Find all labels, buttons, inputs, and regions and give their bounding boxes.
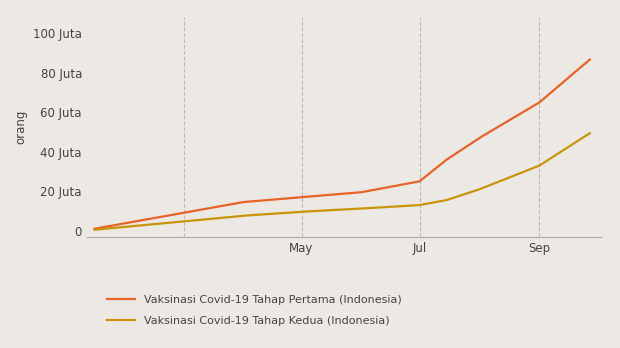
Line: Vaksinasi Covid-19 Tahap Pertama (Indonesia): Vaksinasi Covid-19 Tahap Pertama (Indone…: [94, 60, 590, 229]
Y-axis label: orang: orang: [14, 110, 27, 144]
Legend: Vaksinasi Covid-19 Tahap Pertama (Indonesia), Vaksinasi Covid-19 Tahap Kedua (In: Vaksinasi Covid-19 Tahap Pertama (Indone…: [103, 291, 406, 331]
Line: Vaksinasi Covid-19 Tahap Kedua (Indonesia): Vaksinasi Covid-19 Tahap Kedua (Indonesi…: [94, 133, 590, 230]
